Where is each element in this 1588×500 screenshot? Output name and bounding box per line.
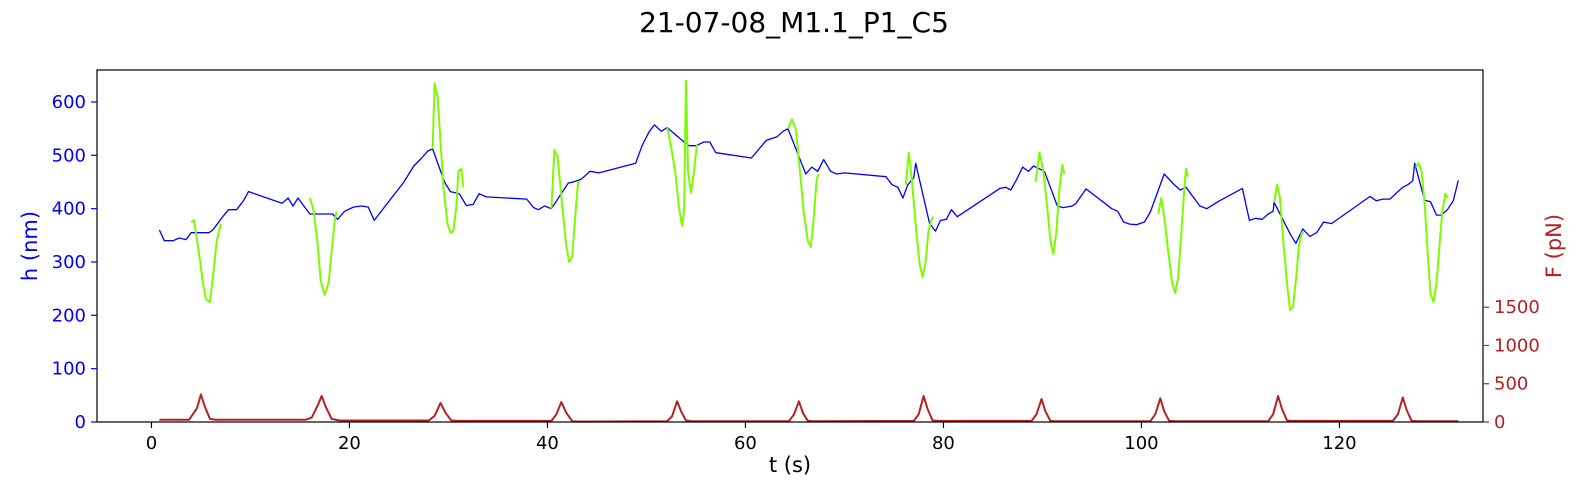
x-tick-label: 40 xyxy=(536,433,559,454)
chart-title: 21-07-08_M1.1_P1_C5 xyxy=(639,6,949,39)
x-axis-label: t (s) xyxy=(769,453,811,477)
force-line xyxy=(159,393,1459,423)
h-baseline-line xyxy=(158,124,1459,244)
x-tick-label: 100 xyxy=(1124,433,1158,454)
h-compression-line-1 xyxy=(190,219,222,303)
h-compression-line-8 xyxy=(1034,151,1066,255)
y-axis-left-label: h (nm) xyxy=(18,211,42,281)
y-axis-right-label: F (pN) xyxy=(1542,214,1566,278)
y-axis-left: 0 100 200 300 400 500 600 xyxy=(52,92,97,433)
y-left-tick-label: 100 xyxy=(52,359,86,380)
h-compression-line-7 xyxy=(904,151,935,278)
y-axis-right: 0 500 1000 1500 xyxy=(1483,297,1540,433)
y-left-tick-label: 500 xyxy=(52,145,86,166)
y-left-tick-label: 400 xyxy=(52,199,86,220)
h-compression-line-11 xyxy=(1414,162,1449,303)
h-compression-line-6 xyxy=(787,118,820,249)
h-compression-line-9 xyxy=(1157,167,1189,294)
x-tick-label: 120 xyxy=(1322,433,1356,454)
y-left-tick-label: 0 xyxy=(75,412,86,433)
x-tick-label: 60 xyxy=(734,433,757,454)
h-compression-line-2 xyxy=(308,197,338,297)
y-left-tick-label: 200 xyxy=(52,305,86,326)
h-compression-line-3 xyxy=(431,82,465,234)
y-right-tick-label: 1000 xyxy=(1494,335,1540,356)
x-axis: 0 20 40 60 80 100 120 xyxy=(146,422,1357,454)
x-tick-label: 80 xyxy=(932,433,955,454)
y-left-tick-label: 600 xyxy=(52,92,86,113)
x-tick-label: 0 xyxy=(146,433,157,454)
y-left-tick-label: 300 xyxy=(52,252,86,273)
y-right-tick-label: 0 xyxy=(1494,412,1505,433)
plot-frame xyxy=(96,69,1484,423)
h-compression-line-4 xyxy=(550,149,581,263)
y-right-tick-label: 1500 xyxy=(1494,297,1540,318)
h-compression-line-5 xyxy=(666,79,698,227)
y-right-tick-label: 500 xyxy=(1494,374,1528,395)
x-tick-label: 20 xyxy=(338,433,361,454)
h-compression-line-10 xyxy=(1273,183,1304,311)
series-layer xyxy=(158,79,1459,423)
